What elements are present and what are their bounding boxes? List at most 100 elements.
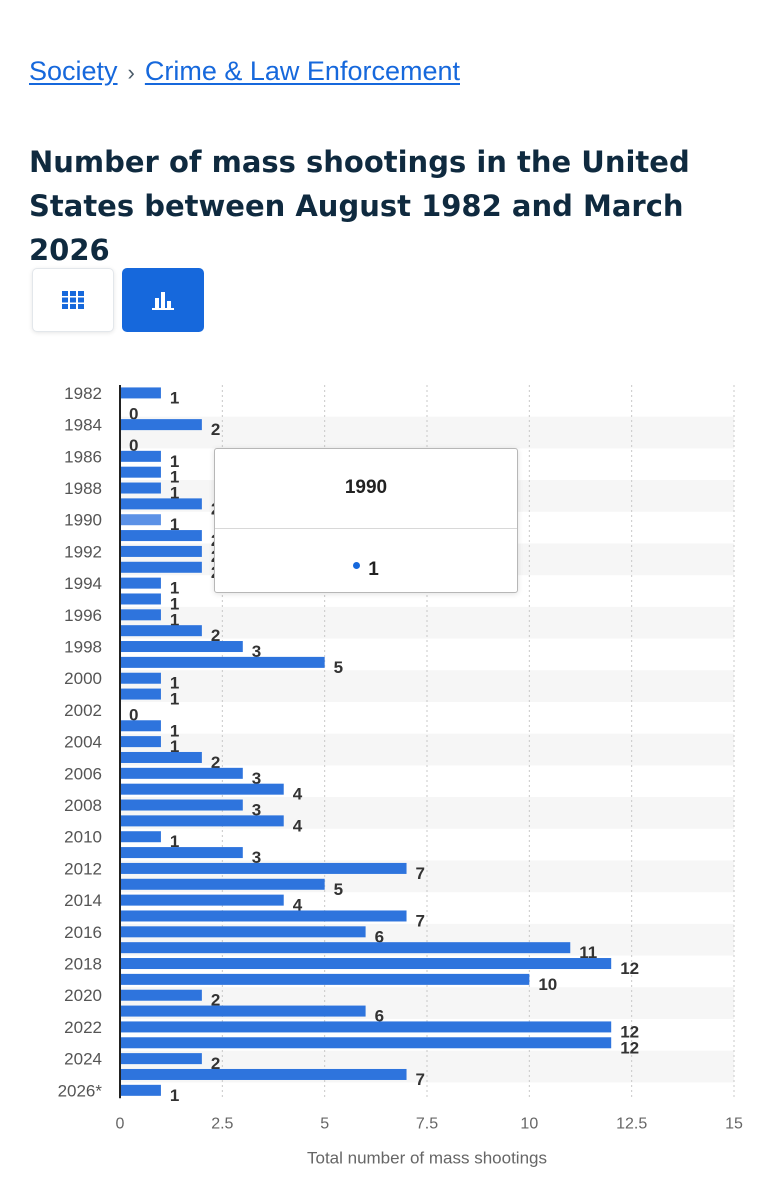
bar-2025[interactable] [120, 1068, 407, 1080]
data-label-1983: 0 [129, 404, 138, 423]
x-tick-label: 5 [320, 1115, 329, 1132]
bar-2000[interactable] [120, 672, 161, 684]
y-tick-label: 2026* [58, 1081, 103, 1100]
data-label-1996: 1 [170, 610, 179, 629]
data-label-2016: 6 [375, 927, 384, 946]
y-tick-label: 2022 [64, 1018, 102, 1037]
bar-2026*[interactable] [120, 1084, 161, 1096]
bar-1982[interactable] [120, 387, 161, 399]
data-label-2017: 11 [579, 943, 597, 962]
bar-2013[interactable] [120, 878, 325, 890]
data-label-1994: 1 [170, 579, 179, 598]
breadcrumb-link-crime-law-enforcement[interactable]: Crime & Law Enforcement [144, 56, 460, 86]
y-tick-label: 1994 [64, 574, 102, 593]
table-grid-icon [62, 291, 84, 309]
data-label-2023: 12 [620, 1038, 639, 1057]
y-tick-label: 1992 [64, 542, 102, 561]
data-label-2000: 1 [170, 674, 179, 693]
data-label-2010: 1 [170, 832, 179, 851]
y-tick-label: 1982 [64, 384, 102, 403]
bar-2008[interactable] [120, 799, 243, 811]
chart-view-button[interactable] [122, 268, 204, 332]
data-label-1986: 1 [170, 452, 179, 471]
bar-chart-icon [152, 292, 174, 310]
y-tick-label: 2012 [64, 859, 102, 878]
data-label-2024: 2 [211, 1054, 220, 1073]
bar-1989[interactable] [120, 498, 202, 510]
bar-1990[interactable] [120, 514, 161, 526]
data-label-1985: 0 [129, 436, 138, 455]
bar-2019[interactable] [120, 973, 530, 985]
bar-1997[interactable] [120, 625, 202, 637]
bar-2017[interactable] [120, 942, 571, 954]
bar-1986[interactable] [120, 450, 161, 462]
x-tick-label: 10 [520, 1115, 538, 1132]
bar-2022[interactable] [120, 1021, 612, 1033]
data-label-2014: 4 [293, 896, 303, 915]
data-label-2022: 12 [620, 1022, 639, 1041]
bar-1994[interactable] [120, 577, 161, 589]
bar-2005[interactable] [120, 751, 202, 763]
data-label-2013: 5 [334, 880, 343, 899]
y-tick-label: 2008 [64, 796, 102, 815]
bar-1996[interactable] [120, 609, 161, 621]
bar-2010[interactable] [120, 831, 161, 843]
x-tick-label: 0 [116, 1115, 125, 1132]
bar-2023[interactable] [120, 1037, 612, 1049]
data-label-2007: 4 [293, 785, 303, 804]
bar-2001[interactable] [120, 688, 161, 700]
row-band [120, 606, 734, 639]
bar-2006[interactable] [120, 767, 243, 779]
y-tick-label: 2020 [64, 986, 102, 1005]
bar-1992[interactable] [120, 545, 202, 557]
data-label-1988: 1 [170, 484, 179, 503]
breadcrumb-separator: › [127, 60, 135, 85]
bar-1993[interactable] [120, 561, 202, 573]
bar-2012[interactable] [120, 862, 407, 874]
bar-2004[interactable] [120, 736, 161, 748]
bar-1999[interactable] [120, 656, 325, 668]
x-tick-label: 2.5 [211, 1115, 233, 1132]
bar-2007[interactable] [120, 783, 284, 795]
bar-2024[interactable] [120, 1053, 202, 1065]
data-label-2005: 2 [211, 753, 220, 772]
data-label-2026*: 1 [170, 1086, 179, 1105]
data-label-2001: 1 [170, 690, 179, 709]
data-label-1995: 1 [170, 594, 179, 613]
bar-2020[interactable] [120, 989, 202, 1001]
y-tick-label: 2018 [64, 955, 102, 974]
bar-2009[interactable] [120, 815, 284, 827]
bar-1995[interactable] [120, 593, 161, 605]
bar-2016[interactable] [120, 926, 366, 938]
bar-1984[interactable] [120, 419, 202, 431]
data-label-2025: 7 [416, 1070, 425, 1089]
bar-2021[interactable] [120, 1005, 366, 1017]
y-tick-label: 2002 [64, 701, 102, 720]
chart-tooltip: 1990 1 [214, 448, 518, 593]
bar-1998[interactable] [120, 641, 243, 653]
tooltip-divider [215, 528, 517, 529]
y-tick-label: 2014 [64, 891, 102, 910]
x-tick-label: 7.5 [416, 1115, 438, 1132]
table-view-button[interactable] [32, 268, 114, 332]
bar-1991[interactable] [120, 530, 202, 542]
series-dot-icon [353, 562, 361, 570]
data-label-2012: 7 [416, 864, 425, 883]
bar-2015[interactable] [120, 910, 407, 922]
breadcrumb-link-society[interactable]: Society [29, 56, 118, 86]
bar-1988[interactable] [120, 482, 161, 494]
tooltip-title: 1990 [344, 477, 388, 498]
bar-2014[interactable] [120, 894, 284, 906]
data-label-2004: 1 [170, 737, 179, 756]
data-label-2021: 6 [375, 1007, 384, 1026]
data-label-1998: 3 [252, 642, 261, 661]
tooltip-value: 1 [368, 559, 379, 580]
x-tick-label: 12.5 [616, 1115, 647, 1132]
y-tick-label: 1986 [64, 447, 102, 466]
y-tick-label: 1984 [64, 416, 102, 435]
tooltip-value-row: 1 [215, 559, 517, 581]
bar-2018[interactable] [120, 958, 612, 970]
bar-2003[interactable] [120, 720, 161, 732]
bar-2011[interactable] [120, 847, 243, 859]
bar-1987[interactable] [120, 466, 161, 478]
